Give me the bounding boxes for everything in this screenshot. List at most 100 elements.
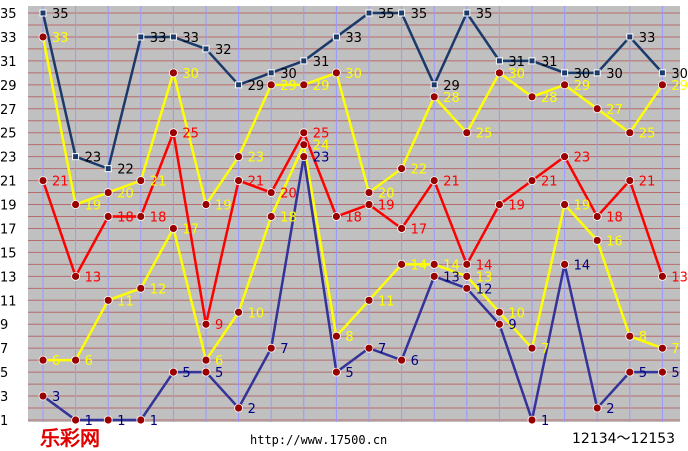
- data-point: [528, 57, 536, 65]
- data-point: [364, 295, 374, 305]
- data-label: 30: [574, 67, 591, 82]
- data-label: 29: [280, 79, 297, 94]
- data-label: 30: [508, 67, 525, 82]
- data-point: [234, 403, 244, 413]
- footer-url[interactable]: http://www.17500.cn: [250, 433, 387, 447]
- data-label: 30: [671, 67, 688, 82]
- data-point: [592, 104, 602, 114]
- data-label: 29: [248, 79, 265, 94]
- data-point: [201, 367, 211, 377]
- data-label: 33: [639, 31, 656, 46]
- data-label: 21: [150, 175, 167, 190]
- y-tick-label: 13: [0, 270, 17, 285]
- data-point: [658, 69, 666, 77]
- data-label: 23: [248, 151, 265, 166]
- data-point: [38, 176, 48, 185]
- data-point: [201, 200, 211, 209]
- data-label: 30: [606, 67, 623, 82]
- data-label: 23: [313, 151, 330, 166]
- data-point: [104, 165, 112, 173]
- y-tick-label: 7: [0, 342, 8, 357]
- data-point: [136, 283, 146, 293]
- data-label: 8: [639, 330, 647, 345]
- data-label: 17: [182, 222, 199, 237]
- data-label: 10: [508, 306, 525, 321]
- data-point: [332, 33, 340, 41]
- data-label: 25: [476, 127, 493, 142]
- data-point: [168, 68, 178, 78]
- data-point: [462, 271, 472, 281]
- vertical-gridlines: [42, 6, 663, 422]
- data-label: 31: [508, 55, 525, 70]
- data-label: 35: [378, 7, 395, 22]
- data-point: [527, 415, 537, 425]
- data-label: 23: [85, 151, 102, 166]
- data-label: 12: [476, 282, 493, 297]
- data-point: [71, 271, 80, 281]
- data-label: 28: [443, 91, 460, 106]
- data-label: 35: [476, 7, 493, 22]
- data-label: 18: [150, 211, 167, 226]
- plot-area: [28, 6, 680, 422]
- y-tick-label: 5: [0, 366, 8, 381]
- data-point: [658, 80, 667, 90]
- data-label: 33: [150, 31, 167, 46]
- data-point: [38, 355, 48, 365]
- series-group: [38, 9, 667, 425]
- data-point: [397, 164, 407, 174]
- y-tick-label: 27: [0, 103, 17, 118]
- y-tick-label: 19: [0, 199, 17, 214]
- data-point: [398, 9, 406, 17]
- data-label: 9: [508, 318, 516, 333]
- data-label: 5: [345, 366, 353, 381]
- data-point: [560, 80, 569, 90]
- data-point: [625, 331, 635, 341]
- data-label: 6: [52, 354, 60, 369]
- data-point: [658, 343, 667, 353]
- data-point: [331, 212, 341, 221]
- data-label: 3: [52, 390, 60, 405]
- data-label: 22: [411, 163, 428, 178]
- data-point: [136, 176, 146, 185]
- data-point: [136, 415, 146, 425]
- y-tick-label: 23: [0, 151, 17, 166]
- data-label: 19: [574, 199, 591, 214]
- data-label: 29: [574, 79, 591, 94]
- data-point: [299, 140, 309, 150]
- data-point: [494, 307, 504, 317]
- y-tick-label: 17: [0, 222, 17, 237]
- data-label: 30: [280, 67, 297, 82]
- data-label: 10: [248, 306, 265, 321]
- data-label: 25: [313, 127, 330, 142]
- data-label: 25: [639, 127, 656, 142]
- data-label: 11: [378, 294, 395, 309]
- data-point: [299, 80, 309, 90]
- data-point: [168, 224, 178, 233]
- data-label: 19: [215, 199, 232, 214]
- data-point: [592, 403, 602, 413]
- data-label: 35: [52, 7, 69, 22]
- y-tick-label: 9: [0, 318, 8, 333]
- data-point: [397, 355, 407, 365]
- data-point: [527, 176, 537, 185]
- y-tick-label: 33: [0, 31, 17, 46]
- data-label: 6: [85, 354, 93, 369]
- site-logo: 乐彩网: [40, 426, 100, 450]
- data-label: 29: [671, 79, 688, 94]
- data-point: [71, 200, 80, 209]
- data-point: [331, 68, 341, 78]
- data-label: 2: [606, 402, 614, 417]
- data-point: [267, 69, 275, 77]
- data-point: [364, 200, 374, 209]
- data-point: [462, 283, 472, 293]
- data-point: [561, 69, 569, 77]
- data-point: [234, 176, 244, 185]
- data-point: [364, 343, 374, 353]
- data-label: 18: [345, 211, 362, 226]
- data-point: [234, 307, 244, 317]
- data-point: [560, 200, 569, 209]
- data-label: 29: [443, 79, 460, 94]
- data-point: [201, 355, 211, 365]
- data-point: [137, 33, 145, 41]
